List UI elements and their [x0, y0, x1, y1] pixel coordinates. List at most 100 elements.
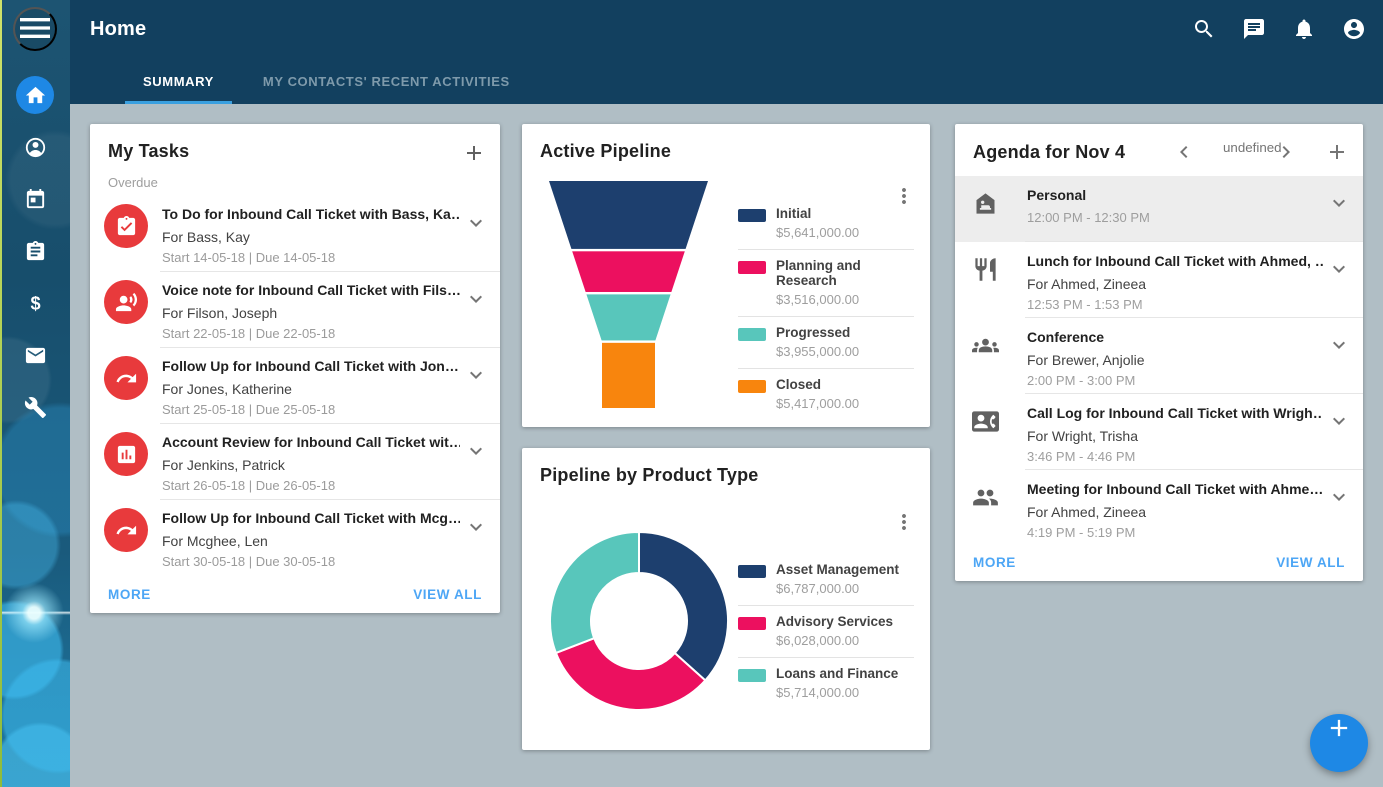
- tab-my-contacts-recent-activities[interactable]: MY CONTACTS' RECENT ACTIVITIES: [262, 73, 510, 89]
- expand-agenda-button[interactable]: [1327, 191, 1351, 215]
- tab-summary[interactable]: SUMMARY: [125, 58, 232, 104]
- expand-agenda-button[interactable]: [1327, 409, 1351, 433]
- agenda-prev-button[interactable]: [1172, 140, 1196, 164]
- agenda-item-for: For Ahmed, Zineea: [1027, 504, 1147, 520]
- agenda-controls: undefined: [1172, 140, 1349, 164]
- agenda-row[interactable]: Call Log for Inbound Call Ticket with Wr…: [955, 394, 1363, 470]
- expand-task-button[interactable]: [464, 287, 488, 311]
- follow-up-icon: [104, 356, 148, 400]
- task-row[interactable]: Account Review for Inbound Call Ticket w…: [90, 424, 500, 500]
- legend-value: $5,641,000.00: [776, 225, 860, 240]
- notifications-button[interactable]: [1292, 17, 1316, 41]
- plus-icon: [1325, 140, 1349, 164]
- agenda-item-title: Personal: [1027, 187, 1087, 203]
- calendar-icon: undefined: [1223, 140, 1282, 155]
- agenda-calendar-button[interactable]: undefined: [1223, 140, 1282, 164]
- legend-swatch: [738, 669, 766, 682]
- legend-value: $3,516,000.00: [776, 292, 860, 307]
- sidebar-item-contacts[interactable]: [16, 128, 54, 166]
- task-row[interactable]: Voice note for Inbound Call Ticket with …: [90, 272, 500, 348]
- tasks-view-all-link[interactable]: VIEW ALL: [413, 586, 482, 602]
- chevron-down-icon: [1327, 341, 1351, 360]
- task-row[interactable]: Follow Up for Inbound Call Ticket with M…: [90, 500, 500, 576]
- sidebar-item-calendar[interactable]: [16, 180, 54, 218]
- svg-text:$: $: [30, 293, 40, 313]
- agenda-next-button[interactable]: [1274, 140, 1298, 164]
- sidebar-item-home[interactable]: [16, 76, 54, 114]
- my-tasks-card: My Tasks Overdue To Do for Inbound Call …: [90, 124, 500, 613]
- money-icon: $: [24, 292, 47, 315]
- agenda-item-for: For Brewer, Anjolie: [1027, 352, 1145, 368]
- task-dates: Start 14-05-18 | Due 14-05-18: [162, 250, 336, 265]
- agenda-item-time: 3:46 PM - 4:46 PM: [1027, 449, 1136, 464]
- sidebar-item-opportunities[interactable]: $: [16, 284, 54, 322]
- chevron-right-icon: [1274, 140, 1298, 164]
- chat-button[interactable]: [1242, 17, 1266, 41]
- chevron-down-icon: [464, 371, 488, 390]
- fab-add-button[interactable]: [1310, 714, 1368, 772]
- task-dates: Start 25-05-18 | Due 25-05-18: [162, 402, 336, 417]
- expand-agenda-button[interactable]: [1327, 257, 1351, 281]
- personal-icon: [972, 190, 999, 217]
- add-task-button[interactable]: [462, 141, 486, 165]
- product-type-legend: Asset Management $6,787,000.00 Advisory …: [738, 554, 914, 709]
- sidebar-edge-accent: [0, 0, 2, 787]
- expand-task-button[interactable]: [464, 363, 488, 387]
- task-row[interactable]: To Do for Inbound Call Ticket with Bass,…: [90, 196, 500, 272]
- agenda-list: Personal 12:00 PM - 12:30 PM Lunch for I…: [955, 176, 1363, 546]
- agenda-add-button[interactable]: [1325, 140, 1349, 164]
- agenda-item-time: 2:00 PM - 3:00 PM: [1027, 373, 1136, 388]
- task-for: For Bass, Kay: [162, 229, 250, 245]
- task-for: For Jones, Katherine: [162, 381, 292, 397]
- donut-chart[interactable]: [549, 531, 729, 711]
- agenda-more-link[interactable]: MORE: [973, 554, 1016, 570]
- chevron-down-icon: [1327, 199, 1351, 218]
- task-dates: Start 22-05-18 | Due 22-05-18: [162, 326, 336, 341]
- legend-label: Initial: [776, 206, 812, 221]
- agenda-row[interactable]: Personal 12:00 PM - 12:30 PM: [955, 176, 1363, 242]
- legend-value: $3,955,000.00: [776, 344, 860, 359]
- agenda-view-all-link[interactable]: VIEW ALL: [1276, 554, 1345, 570]
- menu-icon: [15, 8, 55, 51]
- legend-label: Planning and Research: [776, 258, 861, 288]
- more-vert-icon: [892, 184, 916, 208]
- plus-icon: [1310, 714, 1368, 772]
- expand-task-button[interactable]: [464, 515, 488, 539]
- legend-label: Loans and Finance: [776, 666, 899, 681]
- expand-task-button[interactable]: [464, 211, 488, 235]
- home-icon: [24, 84, 47, 107]
- chevron-down-icon: [1327, 417, 1351, 436]
- expand-agenda-button[interactable]: [1327, 485, 1351, 509]
- task-row[interactable]: Follow Up for Inbound Call Ticket with J…: [90, 348, 500, 424]
- agenda-item-time: 12:53 PM - 1:53 PM: [1027, 297, 1143, 312]
- sidebar-item-mail[interactable]: [16, 336, 54, 374]
- sidebar-item-tasks[interactable]: [16, 232, 54, 270]
- sidebar-nav: $: [0, 76, 70, 440]
- legend-label: Asset Management: [776, 562, 900, 577]
- product-type-menu-button[interactable]: [892, 510, 916, 534]
- expand-agenda-button[interactable]: [1327, 333, 1351, 357]
- legend-value: $6,028,000.00: [776, 633, 860, 648]
- menu-button[interactable]: [13, 7, 57, 51]
- tasks-more-link[interactable]: MORE: [108, 586, 151, 602]
- agenda-card: Agenda for Nov 4 undefined Personal 12:0…: [955, 124, 1363, 581]
- funnel-chart[interactable]: [549, 181, 708, 408]
- legend-item: Planning and Research $3,516,000.00: [738, 250, 914, 317]
- sidebar-item-tools[interactable]: [16, 388, 54, 426]
- agenda-item-time: 12:00 PM - 12:30 PM: [1027, 210, 1150, 225]
- legend-value: $6,787,000.00: [776, 581, 860, 596]
- plus-icon: [462, 141, 486, 165]
- agenda-row[interactable]: Conference For Brewer, Anjolie 2:00 PM -…: [955, 318, 1363, 394]
- legend-swatch: [738, 209, 766, 222]
- agenda-row[interactable]: Meeting for Inbound Call Ticket with Ahm…: [955, 470, 1363, 546]
- pipeline-menu-button[interactable]: [892, 184, 916, 208]
- lunch-icon: [972, 256, 999, 283]
- tools-icon: [24, 396, 47, 419]
- more-vert-icon: [892, 510, 916, 534]
- account-button[interactable]: [1342, 17, 1366, 41]
- expand-task-button[interactable]: [464, 439, 488, 463]
- search-button[interactable]: [1192, 17, 1216, 41]
- agenda-row[interactable]: Lunch for Inbound Call Ticket with Ahmed…: [955, 242, 1363, 318]
- notifications-icon: [1292, 19, 1316, 44]
